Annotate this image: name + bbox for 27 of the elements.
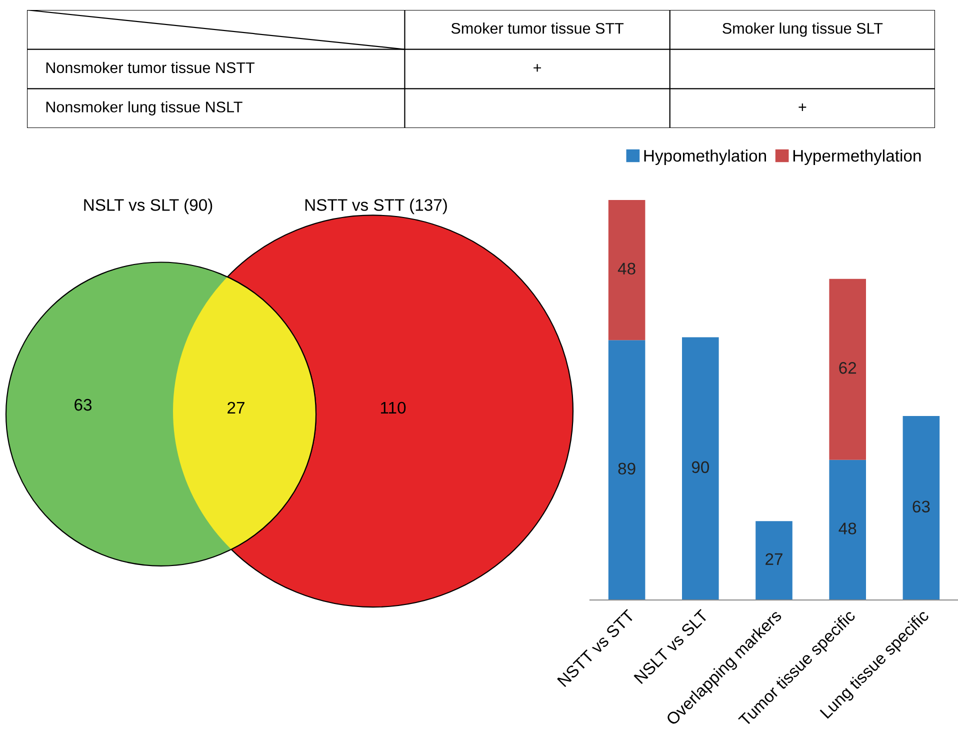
data-label: 63 bbox=[74, 398, 92, 411]
text: NSLT vs SLT (90) bbox=[84, 198, 212, 214]
data-label: 48 bbox=[618, 262, 636, 275]
category-label: Smoker tumor tissue STT bbox=[451, 22, 624, 34]
text: NSTT vs STT (137) bbox=[305, 198, 447, 214]
data-label: 89 bbox=[618, 462, 636, 475]
text: + bbox=[534, 64, 542, 72]
data-label: 27 bbox=[228, 402, 244, 414]
text: + bbox=[798, 103, 806, 111]
data-label: 90 bbox=[692, 461, 710, 474]
data-label: 62 bbox=[839, 362, 856, 374]
bar bbox=[608, 200, 646, 340]
bar bbox=[829, 460, 866, 600]
legend-label: Hypomethylation bbox=[644, 149, 766, 165]
data-label: 63 bbox=[912, 500, 930, 513]
bar bbox=[682, 337, 719, 600]
data-label: 27 bbox=[766, 553, 782, 565]
bar bbox=[756, 521, 792, 600]
data-label: 110 bbox=[380, 402, 406, 414]
category-label: Nonsmoker lung tissue NSLT bbox=[46, 101, 242, 116]
data-label: 48 bbox=[838, 522, 856, 534]
category-label: Smoker lung tissue SLT bbox=[722, 22, 883, 37]
legend-label: Hypermethylation bbox=[793, 149, 921, 165]
category-label: Nonsmoker tumor tissue NSTT bbox=[46, 62, 255, 74]
bar bbox=[902, 416, 940, 600]
bar bbox=[608, 340, 646, 600]
bar bbox=[829, 278, 866, 460]
